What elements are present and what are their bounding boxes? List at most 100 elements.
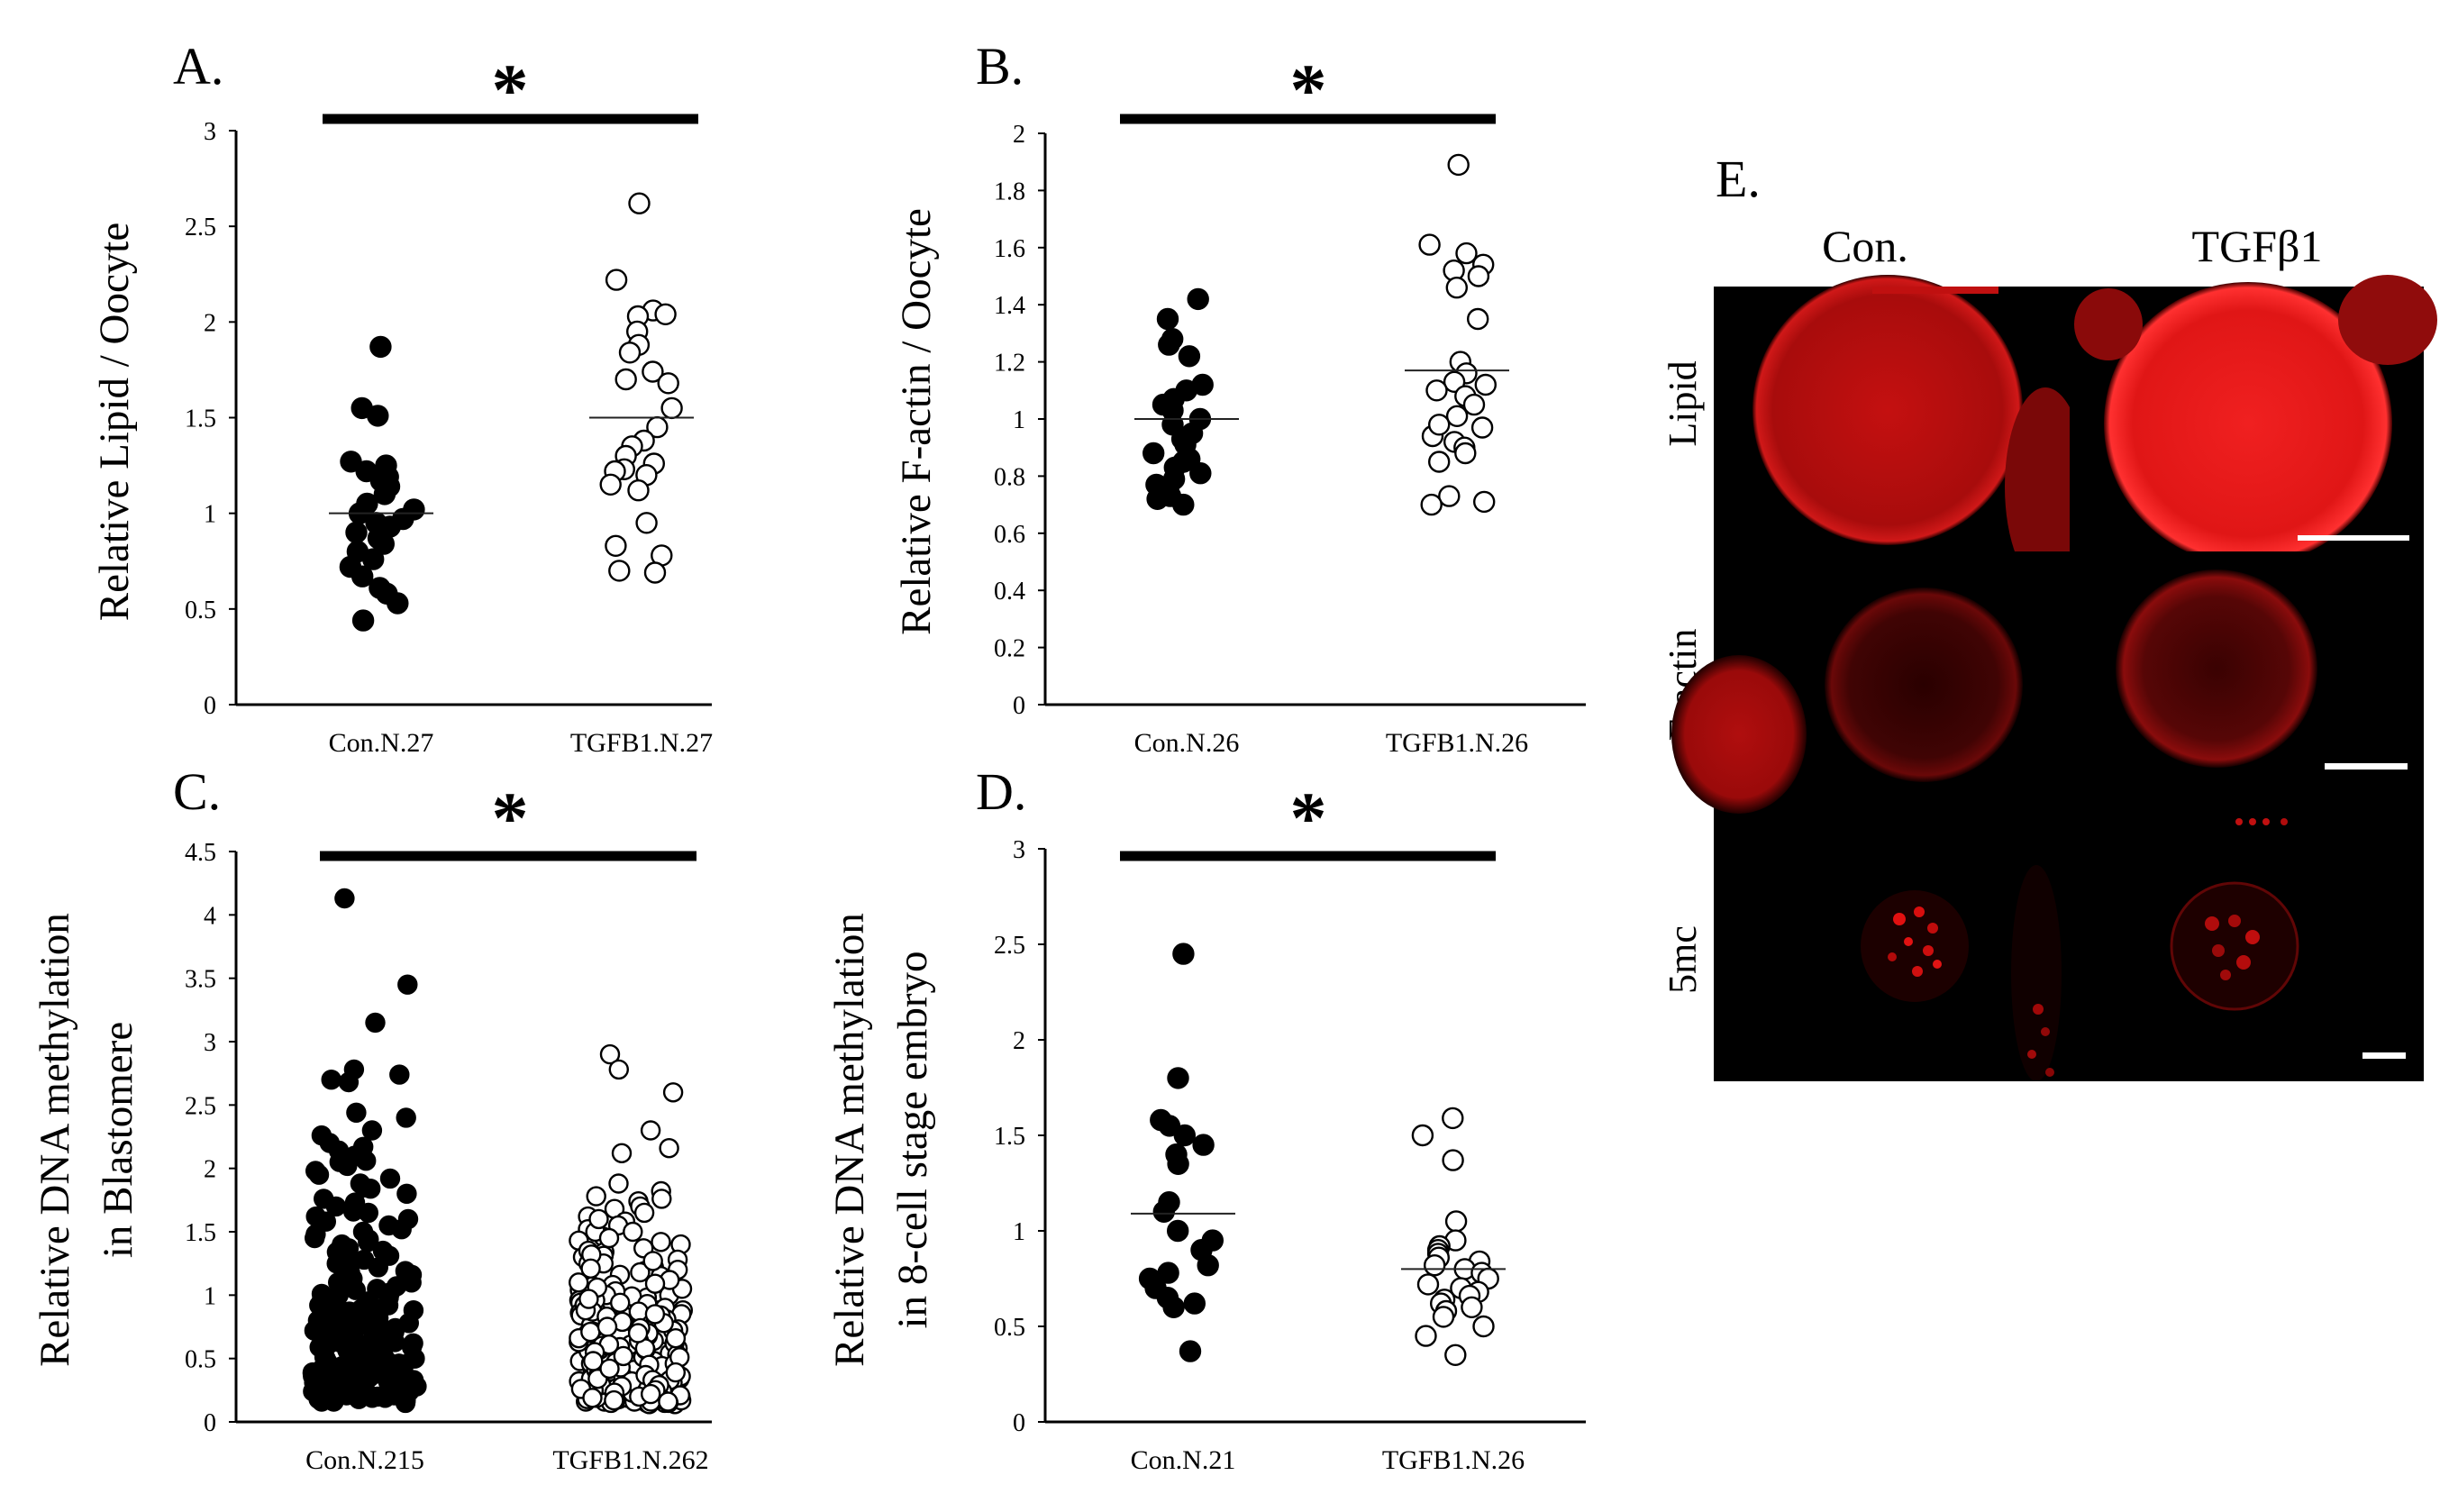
panel-d-data-point <box>1442 1107 1464 1130</box>
panel-c-data-point <box>308 1164 330 1185</box>
panel-c-data-point <box>588 1208 609 1230</box>
panel-d-data-point <box>1167 1152 1189 1176</box>
panel-d-data-point <box>1442 1149 1464 1171</box>
panel-c-data-point <box>329 1311 350 1333</box>
panel-c-data-point <box>368 1257 388 1278</box>
panel-a-data-point <box>643 561 667 584</box>
panel-c-y-tick-label: 2.5 <box>185 1092 216 1120</box>
panel-b-y-tick-label: 1.8 <box>994 178 1025 205</box>
panel-d-data-point <box>1415 1325 1437 1347</box>
panel-b-y-tick-label: 1.6 <box>994 235 1025 263</box>
panel-c-data-point <box>396 1183 417 1205</box>
panel-e-column-label-tgfb1: TGFβ1 <box>2192 221 2323 271</box>
panel-a-label: A. <box>173 37 223 96</box>
panel-b-category-label: Con.N.26 <box>1134 728 1240 758</box>
panel-d-data-point <box>1192 1134 1215 1156</box>
panel-b-data-point <box>1443 370 1466 393</box>
panel-d-y-tick-label: 0 <box>1013 1409 1025 1437</box>
panel-a-axes: 0 0.5 1 1.5 2 2.5 3 Con.N.27 TGFB1.N.27 <box>185 118 713 758</box>
panel-b-data-point <box>1158 333 1180 356</box>
panel-d-data-point <box>1444 1343 1467 1367</box>
panel-b-data-point <box>1445 277 1469 299</box>
panel-a-data-point <box>608 560 631 582</box>
panel-b-category-label: TGFB1.N.26 <box>1386 728 1528 758</box>
panel-c-data-point <box>358 1202 378 1224</box>
panel-a-data-point <box>599 473 622 496</box>
panel-b-y-tick-label: 1 <box>1013 406 1025 434</box>
panel-d-y-axis-label-line-2: in 8-cell stage embryo <box>889 952 936 1329</box>
panel-b-data-point <box>1427 414 1451 436</box>
panel-d-data-point <box>1179 1340 1202 1362</box>
panel-a-data-point <box>367 405 389 427</box>
lipid-scale-bar <box>2298 535 2409 541</box>
panel-c-data-point <box>354 1177 375 1198</box>
panel-c-significance-star: * <box>492 777 529 859</box>
panel-d-y-axis-label-line-1: Relative DNA methylation <box>826 913 873 1367</box>
panel-b-y-tick-label: 0.4 <box>994 578 1025 606</box>
5mc-tgfb1-image <box>2070 815 2424 1081</box>
factin-tgfb1-image <box>2070 551 2424 815</box>
panel-c-data-point <box>659 1137 679 1159</box>
panel-b-y-axis-label: Relative F-actin / Oocyte <box>893 208 940 635</box>
panel-c-data-point <box>311 1363 332 1384</box>
panel-d-data-point <box>1197 1253 1219 1277</box>
panel-a-data-point <box>340 451 362 473</box>
panel-c-data-point <box>382 1357 403 1378</box>
panel-c-data-point <box>379 1168 401 1189</box>
panel-b: B. * Relative F-actin / Oocyte 00.20.40.… <box>893 37 1586 758</box>
panel-d-axes: 0 0.5 1 1.5 2 2.5 3 Con.N.21 TGFB1.N.26 <box>994 836 1586 1475</box>
panel-b-data-point <box>1187 287 1209 311</box>
panel-c-data-point <box>628 1301 649 1322</box>
panel-c-data-point <box>313 1302 334 1324</box>
panel-b-y-tick-label: 0 <box>1013 692 1025 720</box>
panel-c-data-point <box>644 1304 666 1325</box>
panel-a-data-point <box>614 368 637 391</box>
panel-c-data-point <box>580 1321 601 1343</box>
panel-a-data-point <box>654 303 677 325</box>
panel-c-data-point <box>662 1082 684 1103</box>
panel-d-data-point <box>1411 1124 1434 1147</box>
panel-d-data-point <box>1461 1296 1483 1319</box>
panel-c-data-point <box>309 1336 330 1358</box>
panel-d-data-point <box>1173 1124 1197 1147</box>
panel-b-data-point <box>1455 241 1478 265</box>
5mc-con-image <box>1714 815 2070 1081</box>
panel-a-y-tick-label: 1.5 <box>185 405 216 433</box>
panel-c-data-point <box>358 1232 378 1252</box>
panel-a-data-point <box>605 534 627 557</box>
panel-d-y-tick-label: 2 <box>1013 1027 1025 1055</box>
panel-c: C. * Relative DNA methylation in Blastom… <box>32 762 712 1475</box>
panel-b-data-point <box>1425 379 1448 402</box>
panel-b-axes: 0 0.2 0.4 0.6 0.8 1 1.2 1.4 1.6 1.8 2 Con.N.26 TGFB1… <box>994 121 1586 758</box>
panel-d-data-point <box>1183 1292 1206 1315</box>
panel-b-data-point <box>1467 265 1490 287</box>
panel-c-data-point <box>651 1189 672 1209</box>
panel-d-data-point <box>1162 1296 1185 1319</box>
panel-c-data-point <box>598 1227 620 1249</box>
panel-c-data-point <box>599 1358 620 1380</box>
panel-b-data-point <box>1189 462 1212 485</box>
panel-c-data-point <box>623 1221 643 1243</box>
panel-e: E. Con. TGFβ1 Lipid F-actin 5mc <box>1661 150 2437 1081</box>
panel-a-data-point <box>345 521 368 544</box>
panel-a-data-point <box>351 609 375 632</box>
panel-c-data-point <box>396 1107 416 1128</box>
panel-c-data-point <box>608 1173 629 1194</box>
panel-b-data-point <box>1142 442 1165 465</box>
panel-a-category-label: Con.N.27 <box>329 728 434 758</box>
panel-b-data-point <box>1438 485 1461 507</box>
panel-d-y-tick-label: 3 <box>1013 836 1025 864</box>
panel-a-data-point <box>618 342 642 364</box>
panel-c-y-axis-label-line-2: in Blastomere <box>95 1022 141 1258</box>
factin-con-image <box>1671 551 2070 815</box>
panel-a-y-tick-label: 1 <box>204 501 216 529</box>
panel-a-data-point <box>642 360 664 383</box>
panel-a-data-point <box>660 396 683 420</box>
panel-c-y-tick-label: 1 <box>204 1282 216 1310</box>
panel-e-label: E. <box>1716 150 1761 208</box>
panel-c-category-label: TGFB1.N.262 <box>552 1445 708 1475</box>
panel-c-data-point <box>378 1287 399 1308</box>
panel-d-data-point <box>1444 1210 1468 1233</box>
panel-d-significance-star: * <box>1290 777 1327 859</box>
